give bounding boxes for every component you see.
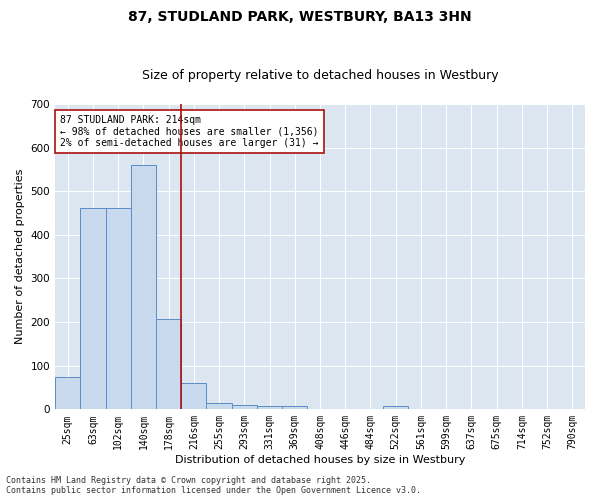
Bar (156, 319, 181, 410)
Bar (206, 403, 232, 409)
Text: Contains HM Land Registry data © Crown copyright and database right 2025.
Contai: Contains HM Land Registry data © Crown c… (6, 476, 421, 495)
Bar (131, 165, 156, 410)
Bar (80, 208, 106, 410)
Bar (181, 383, 206, 409)
Bar (106, 208, 131, 410)
Text: 87, STUDLAND PARK, WESTBURY, BA13 3HN: 87, STUDLAND PARK, WESTBURY, BA13 3HN (128, 10, 472, 24)
Y-axis label: Number of detached properties: Number of detached properties (15, 169, 25, 344)
X-axis label: Distribution of detached houses by size in Westbury: Distribution of detached houses by size … (175, 455, 465, 465)
Bar (55, 376, 80, 410)
Bar (383, 406, 409, 410)
Bar (282, 406, 307, 410)
Text: 87 STUDLAND PARK: 214sqm
← 98% of detached houses are smaller (1,356)
2% of semi: 87 STUDLAND PARK: 214sqm ← 98% of detach… (61, 114, 319, 148)
Bar (257, 406, 282, 410)
Title: Size of property relative to detached houses in Westbury: Size of property relative to detached ho… (142, 69, 499, 82)
Bar (232, 405, 257, 409)
